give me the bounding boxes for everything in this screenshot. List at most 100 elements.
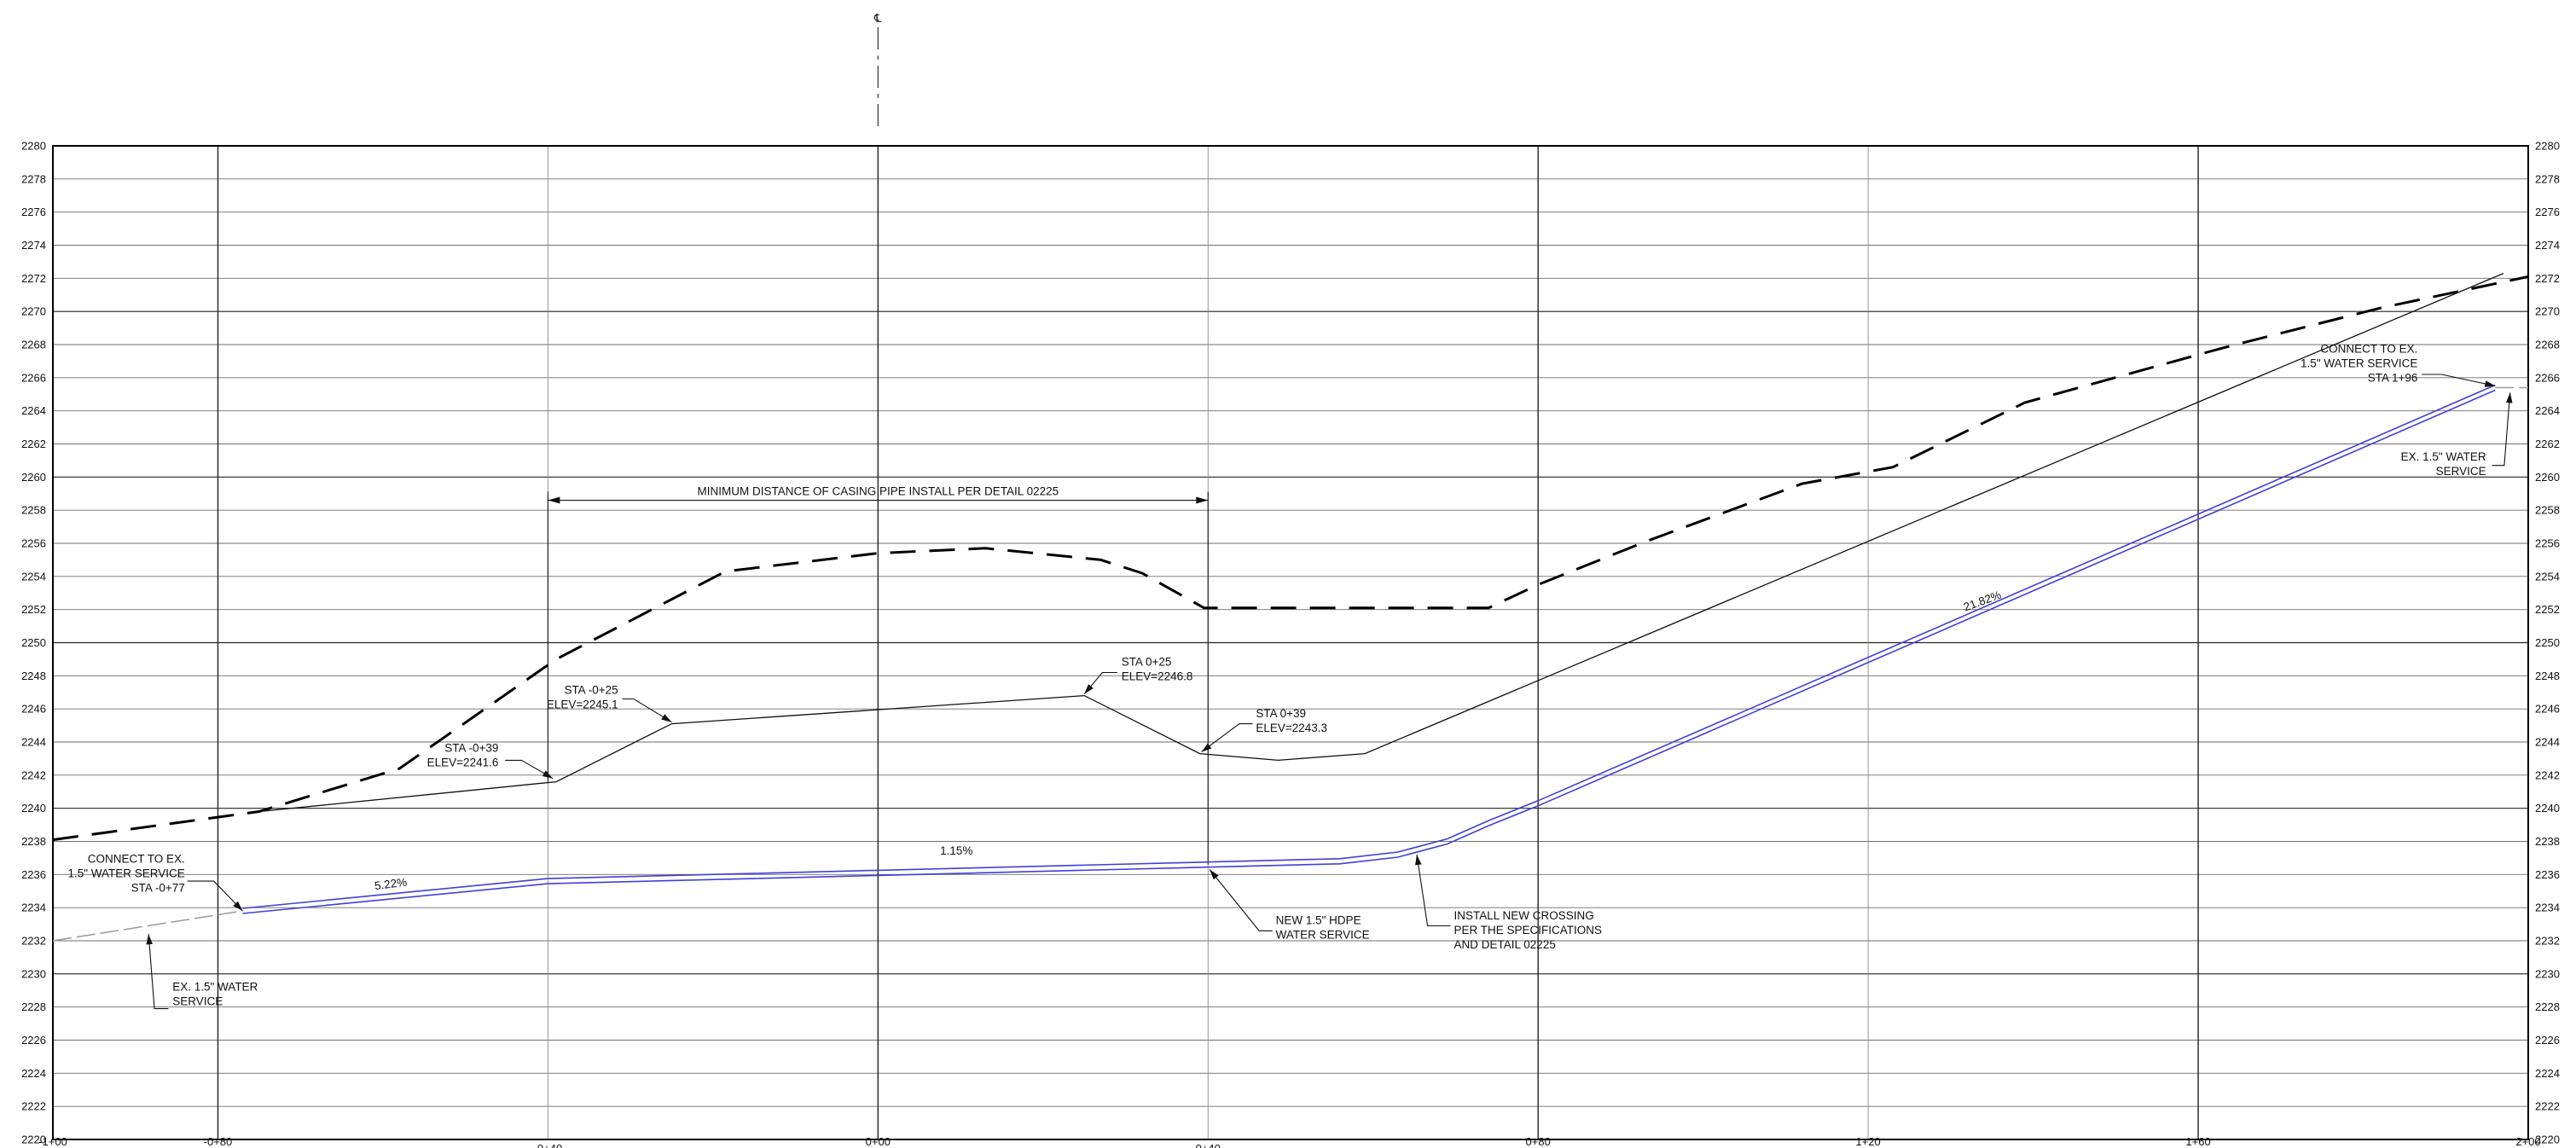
existing-service-west (52, 910, 243, 942)
callout-line: STA 0+25 (1122, 656, 1172, 669)
callout-line: WATER SERVICE (1276, 929, 1370, 942)
callout-line: ELEV=2246.8 (1122, 670, 1193, 683)
callout-line: ELEV=2245.1 (547, 699, 618, 711)
callout-line: 1.5" WATER SERVICE (2300, 357, 2417, 370)
callout-line: PER THE SPECIFICATIONS (1454, 924, 1603, 936)
elevation-label-left: 2232 (21, 935, 46, 948)
callout-text: CONNECT TO EX. 1.5" WATER SERVICE STA -0+7… (67, 853, 184, 895)
station-label: 0+00 (866, 1135, 891, 1148)
elevation-label-right: 2242 (2535, 768, 2560, 781)
elevation-label-left: 2234 (21, 902, 46, 914)
elevation-label-left: 2274 (21, 239, 46, 252)
station-label: 1+60 (2185, 1135, 2210, 1148)
callout-text: NEW 1.5" HDPE WATER SERVICE (1276, 914, 1370, 942)
callout-line: INSTALL NEW CROSSING (1454, 909, 1594, 922)
leader-arrow-icon (2484, 380, 2496, 387)
elevation-label-left: 2254 (21, 570, 46, 583)
elevation-label-right: 2228 (2535, 1000, 2560, 1013)
callout-sta-m039: STA -0+39 ELEV=2241.6 (427, 742, 554, 780)
dimension-arrow-right-icon (1196, 496, 1209, 504)
elevation-label-right: 2220 (2535, 1134, 2560, 1146)
elevation-label-right: 2272 (2535, 272, 2560, 285)
callout-leader (187, 880, 243, 912)
callout-ex-service-east: EX. 1.5" WATER SERVICE (2401, 392, 2513, 478)
callout-line: NEW 1.5" HDPE (1276, 914, 1361, 927)
station-labels: -1+00 -0+80 -0+40 0+00 0+40 0+80 1+20 1+60 2+00 (38, 1135, 2540, 1148)
elevation-label-left: 2276 (21, 206, 46, 218)
callout-text: STA -0+25 ELEV=2245.1 (547, 684, 618, 711)
elevation-label-left: 2260 (21, 471, 46, 484)
callout-line: EX. 1.5" WATER (172, 980, 258, 993)
elevation-label-right: 2238 (2535, 835, 2560, 848)
callout-line: STA -0+39 (444, 742, 498, 755)
elevation-label-right: 2280 (2535, 140, 2560, 153)
callout-line: CONNECT TO EX. (2320, 343, 2417, 356)
elevation-label-left: 2244 (21, 736, 46, 749)
new-water-service-bottom (242, 389, 2496, 914)
station-label: 0+40 (1196, 1142, 1221, 1148)
elevation-label-left: 2224 (21, 1067, 46, 1080)
callout-text: INSTALL NEW CROSSING PER THE SPECIFICATIO… (1454, 909, 1603, 951)
elevation-label-right: 2224 (2535, 1067, 2560, 1080)
elevation-label-right: 2278 (2535, 172, 2560, 185)
elevation-label-right: 2262 (2535, 438, 2560, 450)
elevation-label-left: 2246 (21, 703, 46, 716)
callout-line: STA -0+77 (131, 882, 185, 895)
profile-grid (52, 145, 2529, 1140)
elevation-label-left: 2230 (21, 967, 46, 980)
leader-arrow-icon (1084, 684, 1094, 694)
elevation-label-right: 2250 (2535, 636, 2560, 649)
callout-leader (2492, 392, 2511, 467)
dimension-arrow-left-icon (548, 496, 560, 504)
elevation-label-right: 2258 (2535, 504, 2560, 517)
callout-ex-service-west: EX. 1.5" WATER SERVICE (146, 934, 258, 1010)
leader-arrow-icon (1210, 869, 1219, 880)
elevation-label-right: 2254 (2535, 570, 2560, 583)
elevation-label-right: 2266 (2535, 371, 2560, 384)
callout-sta-025: STA 0+25 ELEV=2246.8 (1083, 656, 1193, 695)
grade-label: 1.15% (940, 844, 972, 857)
leader-arrow-icon (2505, 392, 2513, 403)
elevation-label-left: 2228 (21, 1000, 46, 1013)
centerline-icon: ℄ (873, 12, 882, 25)
grade-label: 5.22% (374, 876, 408, 893)
leader-arrow-icon (1201, 743, 1212, 752)
callout-text: EX. 1.5" WATER SERVICE (172, 980, 258, 1007)
elevation-label-left: 2262 (21, 438, 46, 450)
elevation-label-left: 2242 (21, 768, 46, 781)
callout-line: SERVICE (2436, 465, 2486, 478)
callout-leader (1201, 723, 1253, 753)
callout-connect-east: CONNECT TO EX. 1.5" WATER SERVICE STA 1+96 (2300, 343, 2496, 387)
elevation-label-right: 2222 (2535, 1100, 2560, 1113)
leader-arrow-icon (233, 901, 243, 912)
casing-limits-profile (258, 272, 2504, 813)
leader-arrow-icon (1415, 855, 1422, 866)
elevation-label-left: 2280 (21, 140, 46, 153)
station-label: -0+40 (534, 1142, 563, 1148)
callout-line: AND DETAIL 02225 (1454, 938, 1556, 951)
elevation-labels: 2280 2280 2278 2278 2276 2276 2274 2274 2272 2272… (21, 140, 2560, 1146)
callout-line: EX. 1.5" WATER (2401, 450, 2486, 463)
callout-sta-m025: STA -0+25 ELEV=2245.1 (547, 684, 672, 723)
callout-leader (1416, 854, 1451, 927)
elevation-label-right: 2236 (2535, 868, 2560, 881)
elevation-label-left: 2270 (21, 305, 46, 318)
callout-line: CONNECT TO EX. (88, 853, 185, 866)
callout-sta-039: STA 0+39 ELEV=2243.3 (1201, 707, 1327, 753)
callout-leader (505, 759, 554, 780)
callouts: CONNECT TO EX. 1.5" WATER SERVICE STA -0+7… (67, 343, 2513, 1010)
callout-leader (1209, 869, 1273, 931)
callout-line: SERVICE (172, 994, 223, 1007)
elevation-label-left: 2252 (21, 603, 46, 616)
station-label: 0+80 (1526, 1135, 1551, 1148)
callout-line: ELEV=2241.6 (427, 757, 499, 769)
centerline: ℄ (873, 12, 882, 128)
new-water-service-pipe (242, 384, 2496, 914)
elevation-label-right: 2244 (2535, 736, 2560, 749)
station-label: -0+80 (204, 1135, 233, 1148)
grade-labels: 5.22%1.15%21.82% (374, 588, 2003, 892)
callout-line: 1.5" WATER SERVICE (67, 867, 184, 880)
existing-ground-profile (52, 275, 2529, 842)
callout-connect-west: CONNECT TO EX. 1.5" WATER SERVICE STA -0+7… (67, 853, 243, 912)
elevation-label-right: 2274 (2535, 239, 2560, 252)
